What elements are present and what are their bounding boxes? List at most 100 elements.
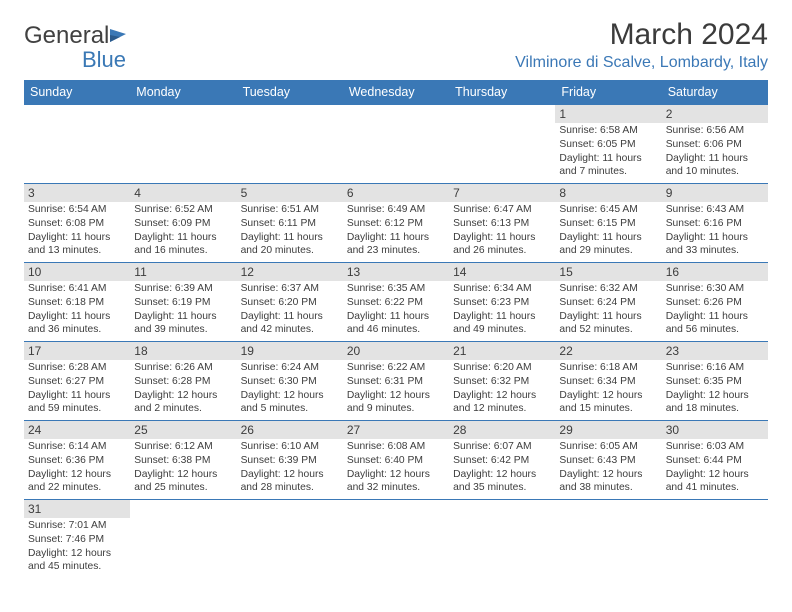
day-details: Sunrise: 6:28 AMSunset: 6:27 PMDaylight:… bbox=[24, 360, 130, 417]
day-number: 4 bbox=[130, 184, 236, 202]
day-details: Sunrise: 6:34 AMSunset: 6:23 PMDaylight:… bbox=[449, 281, 555, 338]
weekday-header: Monday bbox=[130, 80, 236, 105]
calendar-empty-cell bbox=[662, 500, 768, 579]
calendar-day-cell: 22Sunrise: 6:18 AMSunset: 6:34 PMDayligh… bbox=[555, 342, 661, 421]
calendar-day-cell: 9Sunrise: 6:43 AMSunset: 6:16 PMDaylight… bbox=[662, 184, 768, 263]
day-details: Sunrise: 6:47 AMSunset: 6:13 PMDaylight:… bbox=[449, 202, 555, 259]
calendar-day-cell: 30Sunrise: 6:03 AMSunset: 6:44 PMDayligh… bbox=[662, 421, 768, 500]
day-number: 27 bbox=[343, 421, 449, 439]
calendar-empty-cell bbox=[343, 500, 449, 579]
calendar-day-cell: 25Sunrise: 6:12 AMSunset: 6:38 PMDayligh… bbox=[130, 421, 236, 500]
calendar-empty-cell bbox=[555, 500, 661, 579]
day-details: Sunrise: 6:10 AMSunset: 6:39 PMDaylight:… bbox=[237, 439, 343, 496]
calendar-day-cell: 11Sunrise: 6:39 AMSunset: 6:19 PMDayligh… bbox=[130, 263, 236, 342]
page-title: March 2024 bbox=[515, 18, 768, 52]
day-number: 11 bbox=[130, 263, 236, 281]
day-number: 22 bbox=[555, 342, 661, 360]
day-number: 16 bbox=[662, 263, 768, 281]
calendar-week-row: 24Sunrise: 6:14 AMSunset: 6:36 PMDayligh… bbox=[24, 421, 768, 500]
day-number: 15 bbox=[555, 263, 661, 281]
calendar-day-cell: 7Sunrise: 6:47 AMSunset: 6:13 PMDaylight… bbox=[449, 184, 555, 263]
weekday-header: Saturday bbox=[662, 80, 768, 105]
calendar-day-cell: 13Sunrise: 6:35 AMSunset: 6:22 PMDayligh… bbox=[343, 263, 449, 342]
day-number: 26 bbox=[237, 421, 343, 439]
day-details: Sunrise: 6:03 AMSunset: 6:44 PMDaylight:… bbox=[662, 439, 768, 496]
day-number: 9 bbox=[662, 184, 768, 202]
calendar-day-cell: 29Sunrise: 6:05 AMSunset: 6:43 PMDayligh… bbox=[555, 421, 661, 500]
day-number: 23 bbox=[662, 342, 768, 360]
title-block: March 2024 Vilminore di Scalve, Lombardy… bbox=[515, 18, 768, 72]
logo-text-2: Blue bbox=[82, 47, 126, 72]
calendar-day-cell: 2Sunrise: 6:56 AMSunset: 6:06 PMDaylight… bbox=[662, 105, 768, 184]
day-details: Sunrise: 6:43 AMSunset: 6:16 PMDaylight:… bbox=[662, 202, 768, 259]
day-number: 28 bbox=[449, 421, 555, 439]
day-number: 20 bbox=[343, 342, 449, 360]
calendar-day-cell: 3Sunrise: 6:54 AMSunset: 6:08 PMDaylight… bbox=[24, 184, 130, 263]
calendar-day-cell: 1Sunrise: 6:58 AMSunset: 6:05 PMDaylight… bbox=[555, 105, 661, 184]
location-subtitle: Vilminore di Scalve, Lombardy, Italy bbox=[515, 54, 768, 72]
day-number: 10 bbox=[24, 263, 130, 281]
day-details: Sunrise: 6:14 AMSunset: 6:36 PMDaylight:… bbox=[24, 439, 130, 496]
calendar-day-cell: 26Sunrise: 6:10 AMSunset: 6:39 PMDayligh… bbox=[237, 421, 343, 500]
calendar-week-row: 3Sunrise: 6:54 AMSunset: 6:08 PMDaylight… bbox=[24, 184, 768, 263]
weekday-header: Wednesday bbox=[343, 80, 449, 105]
calendar-empty-cell bbox=[343, 105, 449, 184]
calendar-empty-cell bbox=[130, 105, 236, 184]
day-number: 7 bbox=[449, 184, 555, 202]
day-number: 5 bbox=[237, 184, 343, 202]
calendar-day-cell: 15Sunrise: 6:32 AMSunset: 6:24 PMDayligh… bbox=[555, 263, 661, 342]
day-details: Sunrise: 6:08 AMSunset: 6:40 PMDaylight:… bbox=[343, 439, 449, 496]
calendar-day-cell: 19Sunrise: 6:24 AMSunset: 6:30 PMDayligh… bbox=[237, 342, 343, 421]
calendar-week-row: 10Sunrise: 6:41 AMSunset: 6:18 PMDayligh… bbox=[24, 263, 768, 342]
weekday-header: Thursday bbox=[449, 80, 555, 105]
calendar-week-row: 1Sunrise: 6:58 AMSunset: 6:05 PMDaylight… bbox=[24, 105, 768, 184]
day-details: Sunrise: 6:35 AMSunset: 6:22 PMDaylight:… bbox=[343, 281, 449, 338]
calendar-day-cell: 28Sunrise: 6:07 AMSunset: 6:42 PMDayligh… bbox=[449, 421, 555, 500]
day-number: 1 bbox=[555, 105, 661, 123]
calendar-empty-cell bbox=[130, 500, 236, 579]
calendar-day-cell: 31Sunrise: 7:01 AMSunset: 7:46 PMDayligh… bbox=[24, 500, 130, 579]
day-details: Sunrise: 6:39 AMSunset: 6:19 PMDaylight:… bbox=[130, 281, 236, 338]
day-details: Sunrise: 6:52 AMSunset: 6:09 PMDaylight:… bbox=[130, 202, 236, 259]
day-details: Sunrise: 6:20 AMSunset: 6:32 PMDaylight:… bbox=[449, 360, 555, 417]
day-number: 25 bbox=[130, 421, 236, 439]
calendar-empty-cell bbox=[237, 105, 343, 184]
day-number: 18 bbox=[130, 342, 236, 360]
day-details: Sunrise: 6:12 AMSunset: 6:38 PMDaylight:… bbox=[130, 439, 236, 496]
calendar-day-cell: 8Sunrise: 6:45 AMSunset: 6:15 PMDaylight… bbox=[555, 184, 661, 263]
day-number: 31 bbox=[24, 500, 130, 518]
day-details: Sunrise: 6:37 AMSunset: 6:20 PMDaylight:… bbox=[237, 281, 343, 338]
day-details: Sunrise: 6:07 AMSunset: 6:42 PMDaylight:… bbox=[449, 439, 555, 496]
logo: GeneralBlue bbox=[24, 18, 130, 72]
calendar-empty-cell bbox=[449, 105, 555, 184]
calendar-day-cell: 18Sunrise: 6:26 AMSunset: 6:28 PMDayligh… bbox=[130, 342, 236, 421]
day-details: Sunrise: 6:05 AMSunset: 6:43 PMDaylight:… bbox=[555, 439, 661, 496]
day-details: Sunrise: 6:26 AMSunset: 6:28 PMDaylight:… bbox=[130, 360, 236, 417]
day-details: Sunrise: 6:45 AMSunset: 6:15 PMDaylight:… bbox=[555, 202, 661, 259]
calendar-empty-cell bbox=[237, 500, 343, 579]
weekday-header: Sunday bbox=[24, 80, 130, 105]
day-details: Sunrise: 6:49 AMSunset: 6:12 PMDaylight:… bbox=[343, 202, 449, 259]
calendar-empty-cell bbox=[449, 500, 555, 579]
day-number: 3 bbox=[24, 184, 130, 202]
day-details: Sunrise: 6:51 AMSunset: 6:11 PMDaylight:… bbox=[237, 202, 343, 259]
calendar-day-cell: 4Sunrise: 6:52 AMSunset: 6:09 PMDaylight… bbox=[130, 184, 236, 263]
day-details: Sunrise: 6:18 AMSunset: 6:34 PMDaylight:… bbox=[555, 360, 661, 417]
day-details: Sunrise: 6:56 AMSunset: 6:06 PMDaylight:… bbox=[662, 123, 768, 180]
day-details: Sunrise: 6:16 AMSunset: 6:35 PMDaylight:… bbox=[662, 360, 768, 417]
calendar-day-cell: 5Sunrise: 6:51 AMSunset: 6:11 PMDaylight… bbox=[237, 184, 343, 263]
day-number: 6 bbox=[343, 184, 449, 202]
day-number: 24 bbox=[24, 421, 130, 439]
calendar-day-cell: 10Sunrise: 6:41 AMSunset: 6:18 PMDayligh… bbox=[24, 263, 130, 342]
header: GeneralBlue March 2024 Vilminore di Scal… bbox=[24, 18, 768, 72]
calendar-day-cell: 14Sunrise: 6:34 AMSunset: 6:23 PMDayligh… bbox=[449, 263, 555, 342]
logo-text-1: General bbox=[24, 22, 109, 49]
calendar-day-cell: 24Sunrise: 6:14 AMSunset: 6:36 PMDayligh… bbox=[24, 421, 130, 500]
weekday-header: Friday bbox=[555, 80, 661, 105]
day-details: Sunrise: 6:24 AMSunset: 6:30 PMDaylight:… bbox=[237, 360, 343, 417]
day-details: Sunrise: 6:32 AMSunset: 6:24 PMDaylight:… bbox=[555, 281, 661, 338]
day-details: Sunrise: 6:41 AMSunset: 6:18 PMDaylight:… bbox=[24, 281, 130, 338]
day-number: 13 bbox=[343, 263, 449, 281]
calendar-day-cell: 12Sunrise: 6:37 AMSunset: 6:20 PMDayligh… bbox=[237, 263, 343, 342]
calendar-week-row: 31Sunrise: 7:01 AMSunset: 7:46 PMDayligh… bbox=[24, 500, 768, 579]
